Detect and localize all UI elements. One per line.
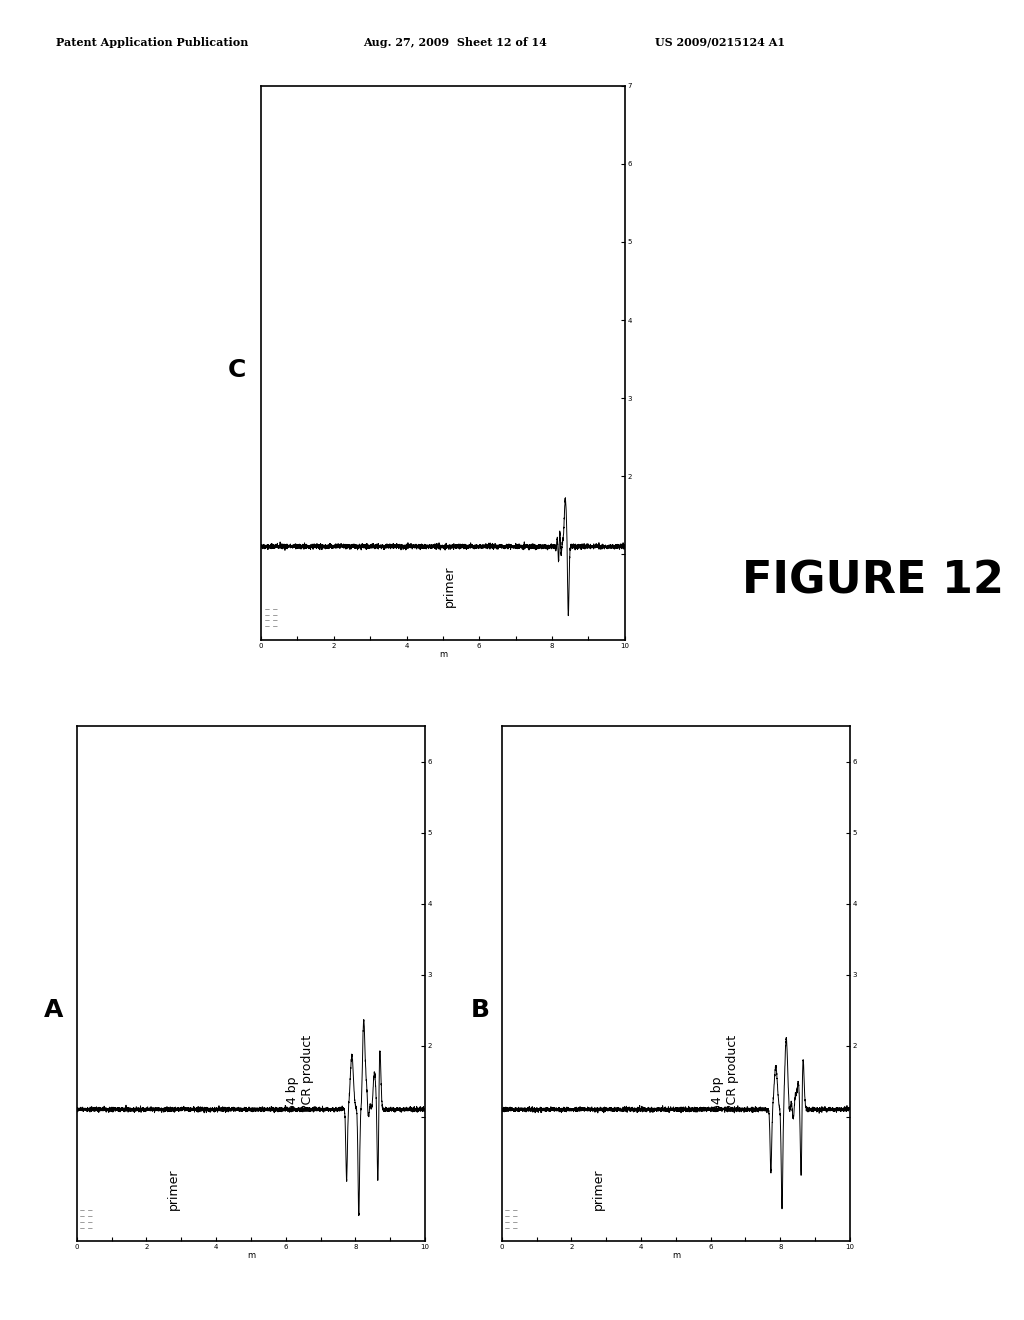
Text: primer: primer (167, 1168, 180, 1210)
Text: B: B (470, 998, 489, 1022)
Text: C: C (227, 358, 246, 381)
Text: primer: primer (442, 565, 456, 607)
X-axis label: m: m (672, 1251, 680, 1261)
Text: primer: primer (592, 1168, 605, 1210)
Text: 64 bp
PCR product: 64 bp PCR product (286, 1035, 313, 1111)
Text: Patent Application Publication: Patent Application Publication (56, 37, 249, 48)
Text: US 2009/0215124 A1: US 2009/0215124 A1 (655, 37, 785, 48)
Text: —  —
—  —
—  —
—  —: — — — — — — — — (80, 1208, 93, 1230)
Text: —  —
—  —
—  —
—  —: — — — — — — — — (505, 1208, 518, 1230)
X-axis label: m: m (439, 651, 446, 660)
Text: Aug. 27, 2009  Sheet 12 of 14: Aug. 27, 2009 Sheet 12 of 14 (364, 37, 548, 48)
Text: —  —
—  —
—  —
—  —: — — — — — — — — (265, 607, 278, 630)
Text: A: A (44, 998, 63, 1022)
Text: 64 bp
PCR product: 64 bp PCR product (711, 1035, 738, 1111)
Text: FIGURE 12: FIGURE 12 (742, 560, 1005, 602)
X-axis label: m: m (247, 1251, 255, 1261)
